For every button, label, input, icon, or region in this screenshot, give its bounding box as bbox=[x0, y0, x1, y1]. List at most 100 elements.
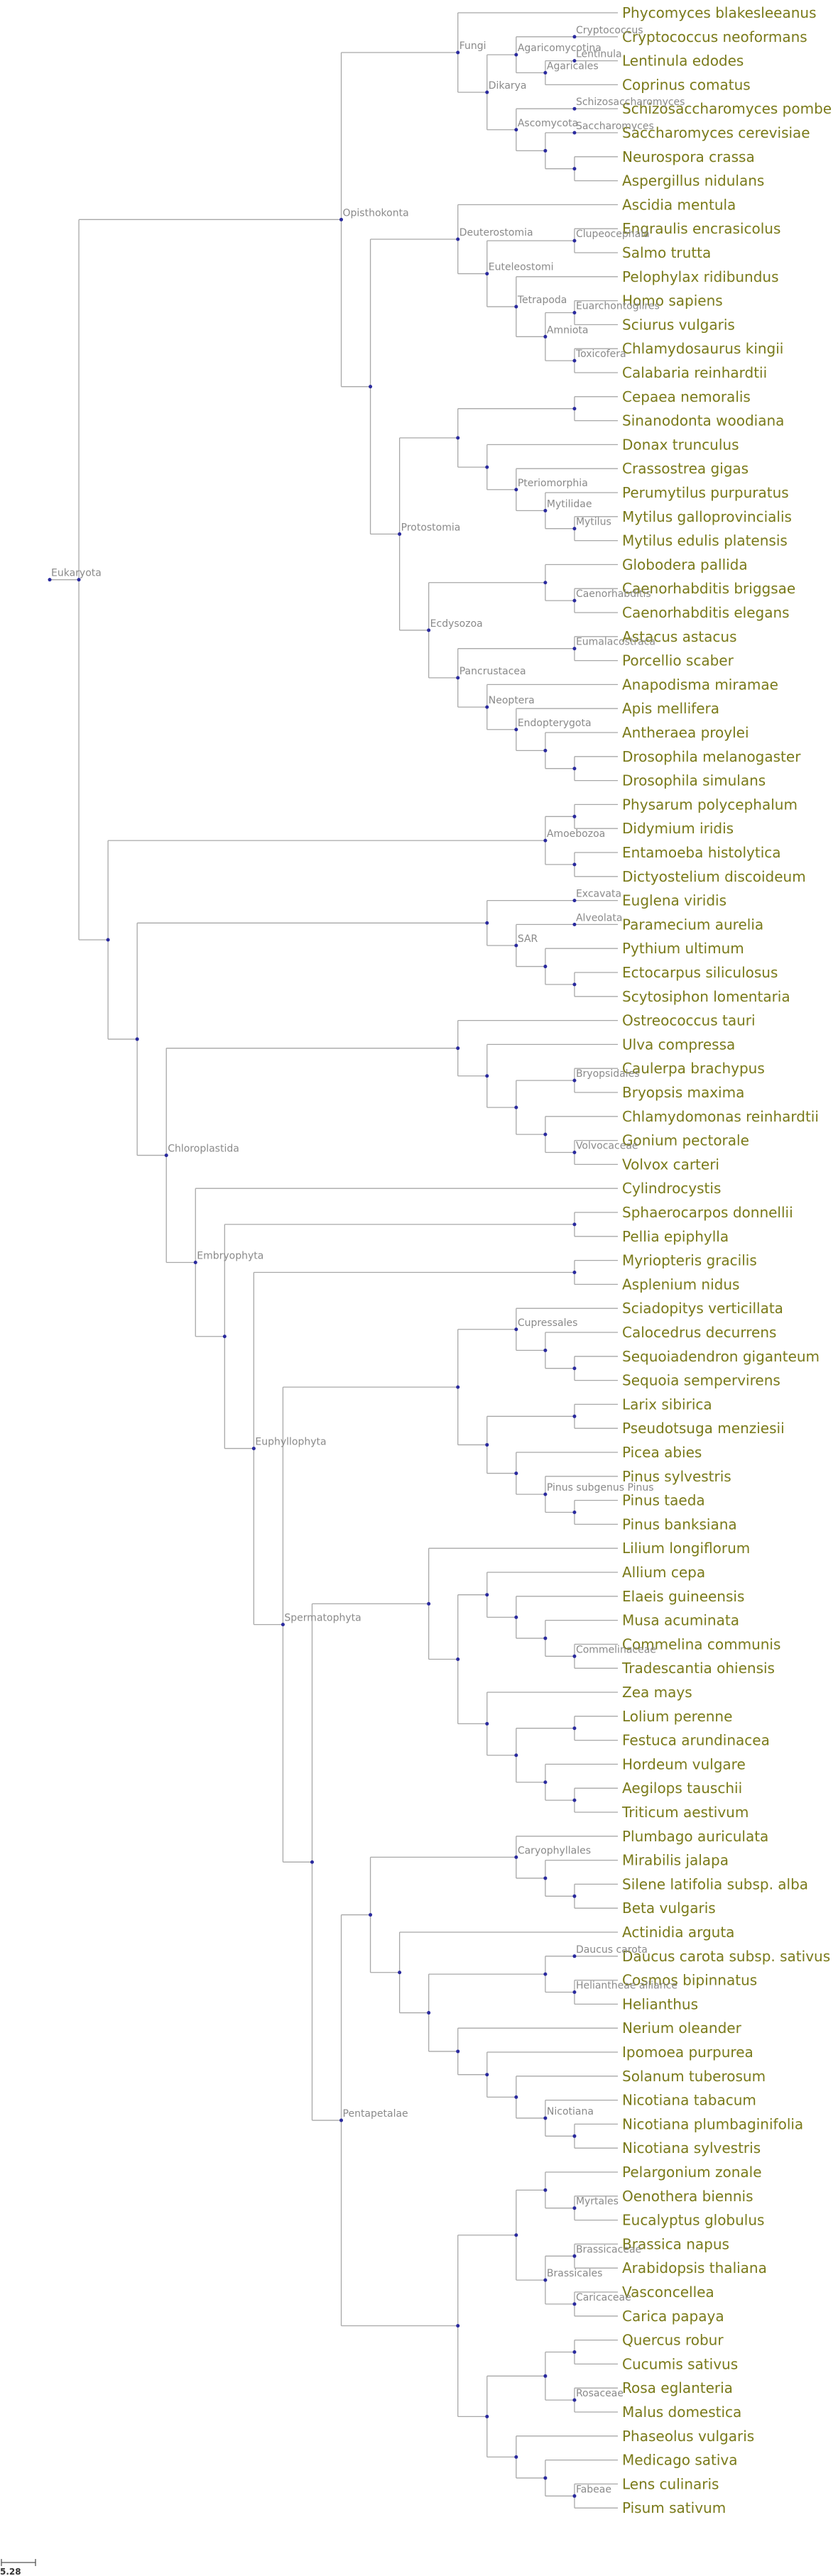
leaf-label-globodera-pallida: Globodera pallida bbox=[622, 556, 748, 573]
internal-node bbox=[572, 2494, 577, 2498]
clade-label-agaricales: Agaricales bbox=[547, 61, 599, 72]
tree-branches bbox=[50, 12, 618, 2509]
leaf-label-calocedrus-decurrens: Calocedrus decurrens bbox=[622, 1324, 776, 1341]
leaf-label-calabaria-reinhardtii: Calabaria reinhardtii bbox=[622, 364, 767, 381]
internal-node bbox=[572, 311, 577, 314]
internal-node bbox=[572, 1271, 577, 1274]
leaf-label-lens-culinaris: Lens culinaris bbox=[622, 2475, 719, 2492]
internal-node bbox=[572, 131, 577, 135]
clade-label-protostomia: Protostomia bbox=[401, 522, 461, 533]
leaf-label-plumbago-auriculata: Plumbago auriculata bbox=[622, 1828, 768, 1845]
internal-node bbox=[485, 1721, 489, 1726]
leaf-label-phaseolus-vulgaris: Phaseolus vulgaris bbox=[622, 2428, 754, 2445]
internal-node bbox=[572, 922, 577, 926]
internal-node bbox=[514, 2095, 518, 2099]
leaf-label-neurospora-crassa: Neurospora crassa bbox=[622, 148, 755, 165]
clade-label-amniota: Amniota bbox=[547, 324, 589, 336]
leaf-label-aspergillus-nidulans: Aspergillus nidulans bbox=[622, 172, 764, 190]
clade-label-sar: SAR bbox=[518, 933, 538, 945]
internal-node bbox=[572, 59, 577, 63]
internal-node bbox=[339, 217, 344, 221]
leaf-label-coprinus-comatus: Coprinus comatus bbox=[622, 76, 751, 93]
internal-node bbox=[572, 1954, 577, 1958]
internal-node bbox=[572, 35, 577, 39]
internal-node bbox=[572, 1726, 577, 1731]
leaf-label-sciadopitys-verticillata: Sciadopitys verticillata bbox=[622, 1300, 783, 1317]
internal-node bbox=[251, 1447, 256, 1451]
leaf-label-actinidia-arguta: Actinidia arguta bbox=[622, 1924, 734, 1941]
internal-node bbox=[572, 239, 577, 243]
leaf-label-chlamydosaurus-kingii: Chlamydosaurus kingii bbox=[622, 340, 783, 357]
internal-node bbox=[456, 50, 460, 55]
internal-node bbox=[485, 1442, 489, 1447]
leaf-label-zea-mays: Zea mays bbox=[622, 1684, 692, 1701]
internal-node bbox=[369, 385, 373, 389]
internal-node bbox=[572, 407, 577, 411]
internal-node bbox=[572, 598, 577, 603]
leaf-label-mytilus-galloprovincialis: Mytilus galloprovincialis bbox=[622, 508, 792, 525]
internal-node bbox=[572, 1222, 577, 1227]
leaf-label-medicago-sativa: Medicago sativa bbox=[622, 2452, 738, 2469]
clade-label-lentinula: Lentinula bbox=[576, 49, 622, 60]
leaf-label-pelophylax-ridibundus: Pelophylax ridibundus bbox=[622, 268, 779, 285]
clade-label-euarchontoglires: Euarchontoglires bbox=[576, 301, 660, 312]
leaf-label-nerium-oleander: Nerium oleander bbox=[622, 2019, 742, 2037]
leaf-label-daucus-carota-subsp-sativus: Daucus carota subsp. sativus bbox=[622, 1948, 830, 1965]
leaf-label-cosmos-bipinnatus: Cosmos bipinnatus bbox=[622, 1972, 757, 1989]
internal-node bbox=[456, 676, 460, 680]
internal-node bbox=[193, 1260, 197, 1264]
clade-label-fungi: Fungi bbox=[459, 40, 486, 52]
leaf-label-phycomyces-blakesleeanus: Phycomyces blakesleeanus bbox=[622, 4, 817, 21]
internal-node bbox=[572, 1078, 577, 1083]
leaf-label-nicotiana-sylvestris: Nicotiana sylvestris bbox=[622, 2139, 761, 2156]
internal-node bbox=[106, 938, 110, 942]
leaf-label-tradescantia-ohiensis: Tradescantia ohiensis bbox=[621, 1660, 775, 1677]
leaf-label-larix-sibirica: Larix sibirica bbox=[622, 1396, 712, 1413]
leaf-label-donax-trunculus: Donax trunculus bbox=[622, 436, 739, 453]
internal-node bbox=[514, 488, 518, 492]
clade-label-daucus-carota: Daucus carota bbox=[576, 1944, 648, 1956]
leaf-label-entamoeba-histolytica: Entamoeba histolytica bbox=[622, 844, 781, 861]
leaf-label-pelargonium-zonale: Pelargonium zonale bbox=[622, 2164, 762, 2181]
leaf-label-chlamydomonas-reinhardtii: Chlamydomonas reinhardtii bbox=[622, 1108, 819, 1125]
leaf-label-pythium-ultimum: Pythium ultimum bbox=[622, 940, 744, 957]
clade-label-fabeae: Fabeae bbox=[576, 2484, 611, 2495]
leaf-label-bryopsis-maxima: Bryopsis maxima bbox=[622, 1084, 744, 1101]
leaf-label-myriopteris-gracilis: Myriopteris gracilis bbox=[622, 1252, 757, 1269]
clade-label-caryophyllales: Caryophyllales bbox=[518, 1845, 591, 1856]
clade-label-schizosaccharomyces: Schizosaccharomyces bbox=[576, 97, 685, 108]
clade-label-rosaceae: Rosaceae bbox=[576, 2388, 624, 2399]
internal-node bbox=[485, 272, 489, 276]
clade-label-nicotiana: Nicotiana bbox=[547, 2106, 594, 2117]
internal-node bbox=[572, 1654, 577, 1658]
internal-node bbox=[514, 1753, 518, 1758]
leaf-label-salmo-trutta: Salmo trutta bbox=[622, 244, 711, 261]
internal-node bbox=[135, 1037, 139, 1041]
leaf-label-gonium-pectorale: Gonium pectorale bbox=[622, 1132, 749, 1149]
internal-node bbox=[543, 2476, 548, 2480]
leaf-label-commelina-communis: Commelina communis bbox=[622, 1635, 780, 1653]
tree-nodes bbox=[48, 35, 577, 2498]
clade-label-pteriomorphia: Pteriomorphia bbox=[518, 478, 588, 489]
leaf-label-saccharomyces-cerevisiae: Saccharomyces cerevisiae bbox=[622, 124, 810, 141]
leaf-label-eucalyptus-globulus: Eucalyptus globulus bbox=[622, 2212, 764, 2229]
clade-label-alveolata: Alveolata bbox=[576, 912, 622, 923]
leaf-label-pseudotsuga-menziesii: Pseudotsuga menziesii bbox=[622, 1420, 785, 1437]
leaf-label-carica-papaya: Carica papaya bbox=[622, 2308, 724, 2325]
leaf-label-pellia-epiphylla: Pellia epiphylla bbox=[622, 1228, 729, 1245]
internal-node bbox=[543, 508, 548, 513]
internal-node bbox=[456, 237, 460, 241]
internal-node bbox=[572, 2134, 577, 2138]
clade-label-eukaryota: Eukaryota bbox=[51, 568, 102, 579]
clade-label-dikarya: Dikarya bbox=[489, 80, 527, 92]
leaf-label-engraulis-encrasicolus: Engraulis encrasicolus bbox=[622, 220, 780, 237]
leaf-label-sequoia-sempervirens: Sequoia sempervirens bbox=[622, 1372, 780, 1389]
internal-node bbox=[485, 705, 489, 709]
internal-node bbox=[456, 436, 460, 440]
internal-node bbox=[572, 2398, 577, 2402]
internal-node bbox=[398, 1971, 402, 1975]
leaf-label-helianthus: Helianthus bbox=[622, 1995, 698, 2012]
internal-node bbox=[543, 148, 548, 153]
leaf-label-quercus-robur: Quercus robur bbox=[622, 2332, 724, 2349]
internal-node bbox=[485, 2414, 489, 2418]
